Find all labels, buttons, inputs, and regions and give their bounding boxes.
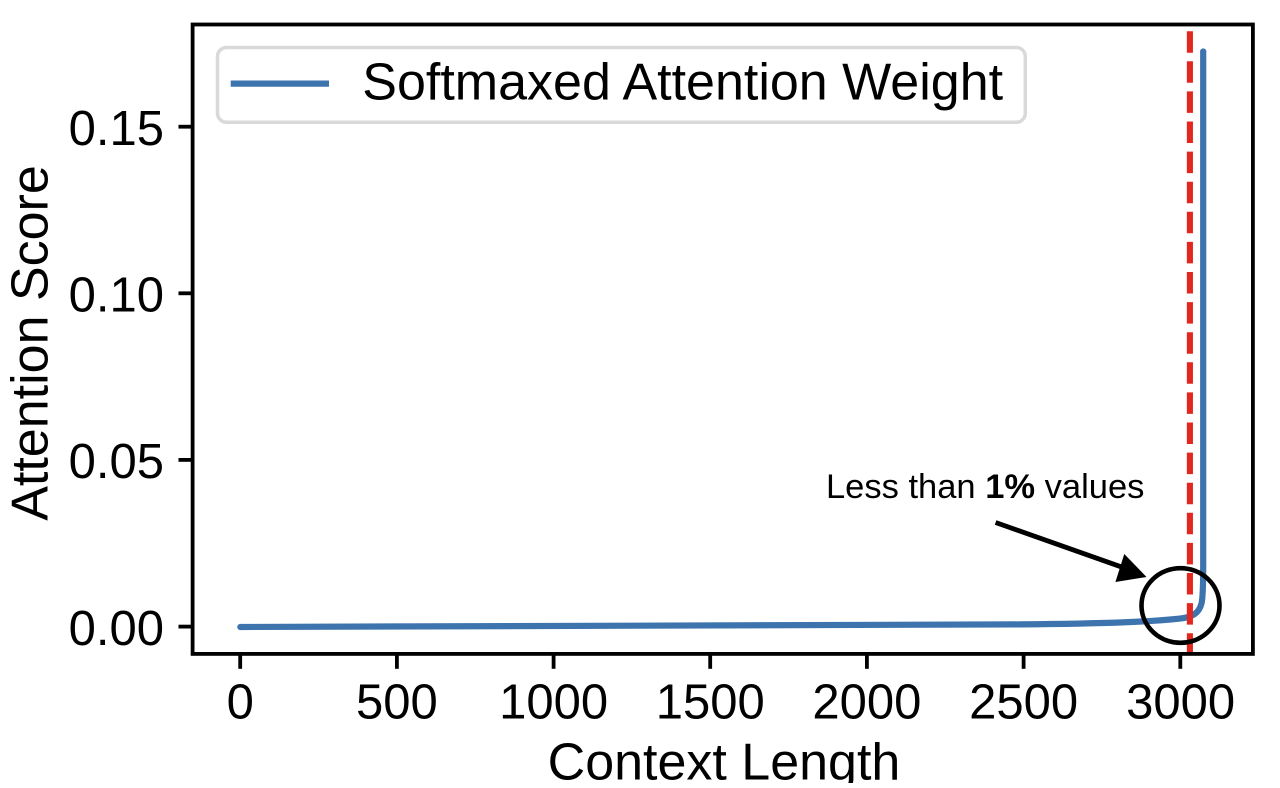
- svg-text:500: 500: [356, 676, 438, 730]
- svg-text:2500: 2500: [969, 676, 1078, 730]
- svg-text:0.10: 0.10: [69, 269, 164, 323]
- svg-text:Attention Score: Attention Score: [2, 165, 60, 521]
- svg-text:0: 0: [227, 676, 254, 730]
- svg-text:Less than 1% values: Less than 1% values: [826, 468, 1144, 506]
- svg-text:Context Length: Context Length: [548, 734, 901, 784]
- svg-text:0.05: 0.05: [69, 435, 164, 489]
- svg-text:0.00: 0.00: [69, 602, 164, 656]
- svg-text:Softmaxed Attention Weight: Softmaxed Attention Weight: [362, 54, 1003, 112]
- svg-text:1500: 1500: [656, 676, 765, 730]
- svg-text:3000: 3000: [1126, 676, 1235, 730]
- svg-text:0.15: 0.15: [69, 102, 164, 156]
- svg-text:2000: 2000: [812, 676, 921, 730]
- svg-text:1000: 1000: [499, 676, 608, 730]
